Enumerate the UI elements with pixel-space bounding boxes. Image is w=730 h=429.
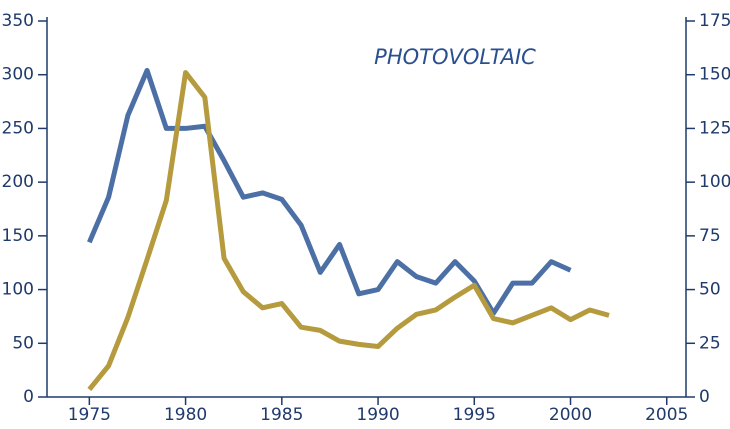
line-series: [87, 70, 610, 392]
x-tick-label: 1980: [164, 405, 207, 425]
y-tick-label: 150: [2, 226, 34, 246]
chart-title: PHOTOVOLTAIC: [374, 45, 536, 69]
x-tick-label: 2005: [645, 405, 688, 425]
y2-tick-label: 0: [699, 387, 710, 407]
x-tick-label: 1975: [68, 405, 111, 425]
y2-tick-label: 50: [699, 280, 721, 300]
y-tick-label: 350: [2, 11, 34, 31]
y-tick-label: 50: [12, 333, 34, 353]
y2-tick-label: 100: [699, 172, 730, 192]
y-tick-label: 200: [2, 172, 34, 192]
y-tick-label: 300: [2, 65, 34, 85]
y-tick-label: 250: [2, 118, 34, 138]
y2-tick-label: 125: [699, 118, 730, 138]
x-tick-label: 1995: [453, 405, 496, 425]
x-tick-label: 1985: [260, 405, 303, 425]
y-tick-label: 0: [23, 387, 34, 407]
y2-tick-label: 75: [699, 226, 721, 246]
y2-tick-label: 25: [699, 333, 721, 353]
x-tick-label: 1990: [356, 405, 399, 425]
y-tick-label: 100: [2, 280, 34, 300]
line-series: [87, 67, 572, 316]
y2-tick-label: 175: [699, 11, 730, 31]
x-tick-label: 2000: [549, 405, 592, 425]
y2-tick-label: 150: [699, 65, 730, 85]
